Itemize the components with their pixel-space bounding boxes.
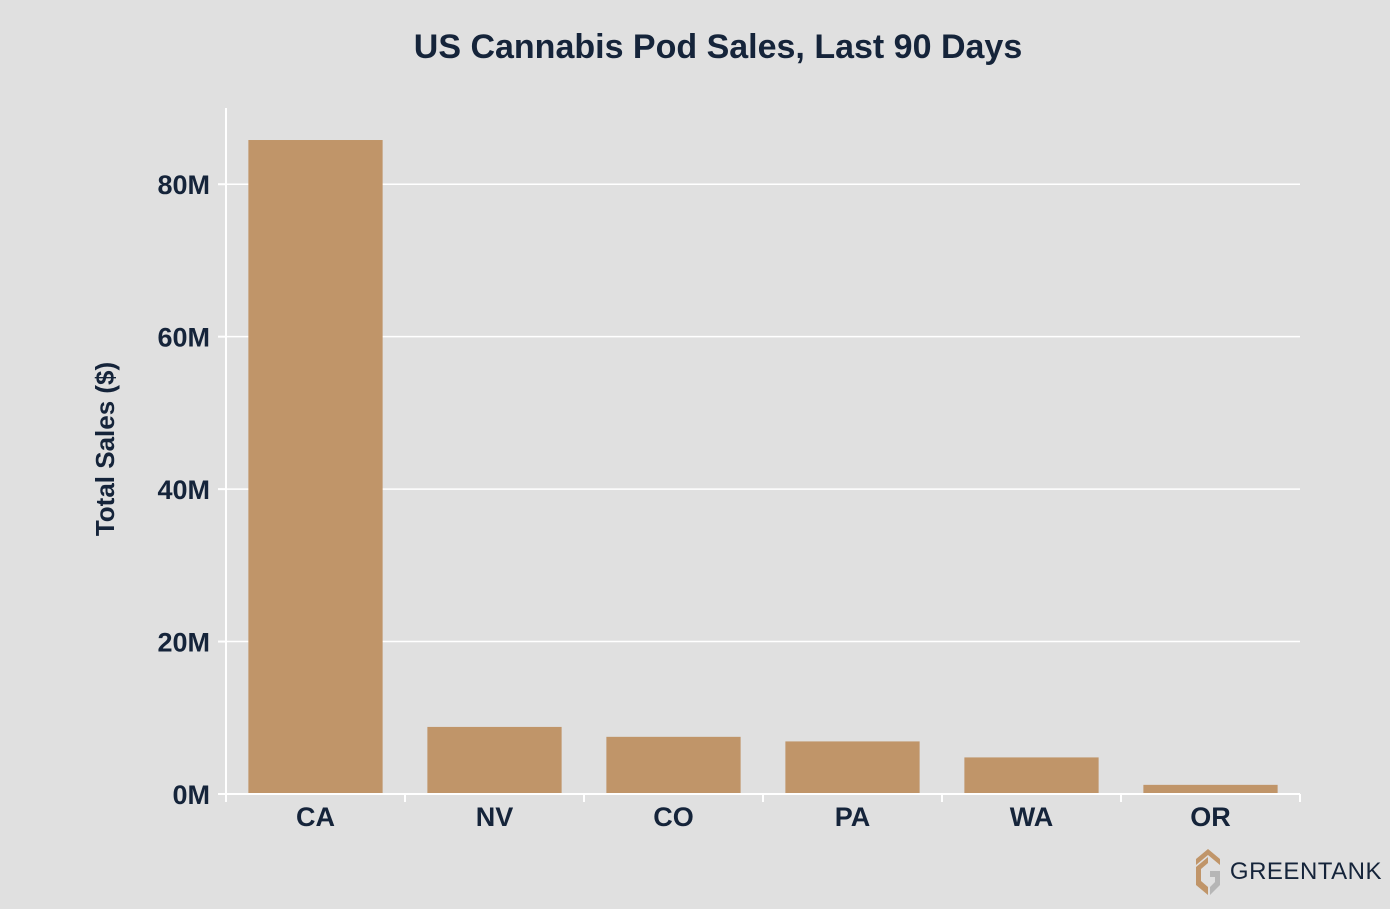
x-tick-label: OR xyxy=(1190,802,1231,832)
logo-text: GREENTANK xyxy=(1229,858,1382,885)
x-tick-label: CA xyxy=(296,802,335,832)
y-tick-label: 80M xyxy=(157,170,210,200)
bar-ca xyxy=(248,140,383,795)
gridlines xyxy=(226,183,1300,643)
tick-labels: 0M 20M 40M 60M 80M CA NV CO PA WA OR xyxy=(157,170,1230,832)
axes xyxy=(218,108,1301,802)
greentank-logo-icon xyxy=(1195,849,1220,895)
y-tick-label: 60M xyxy=(157,323,210,353)
greentank-logo: GREENTANK xyxy=(1192,847,1382,897)
bar-pa xyxy=(785,741,920,794)
x-tick-label: NV xyxy=(476,802,514,832)
bar-or xyxy=(1143,784,1278,794)
x-tick-label: PA xyxy=(835,802,871,832)
y-tick-label: 0M xyxy=(172,780,210,810)
bar-nv xyxy=(427,726,562,794)
bars xyxy=(248,140,1278,795)
x-tick-label: WA xyxy=(1010,802,1054,832)
x-tick-label: CO xyxy=(653,802,694,832)
bar-co xyxy=(606,736,741,794)
y-axis-title: Total Sales ($) xyxy=(90,362,120,536)
bar-wa xyxy=(964,757,1099,794)
y-tick-label: 20M xyxy=(157,628,210,658)
chart-title: US Cannabis Pod Sales, Last 90 Days xyxy=(413,28,1023,66)
y-tick-label: 40M xyxy=(157,475,210,505)
